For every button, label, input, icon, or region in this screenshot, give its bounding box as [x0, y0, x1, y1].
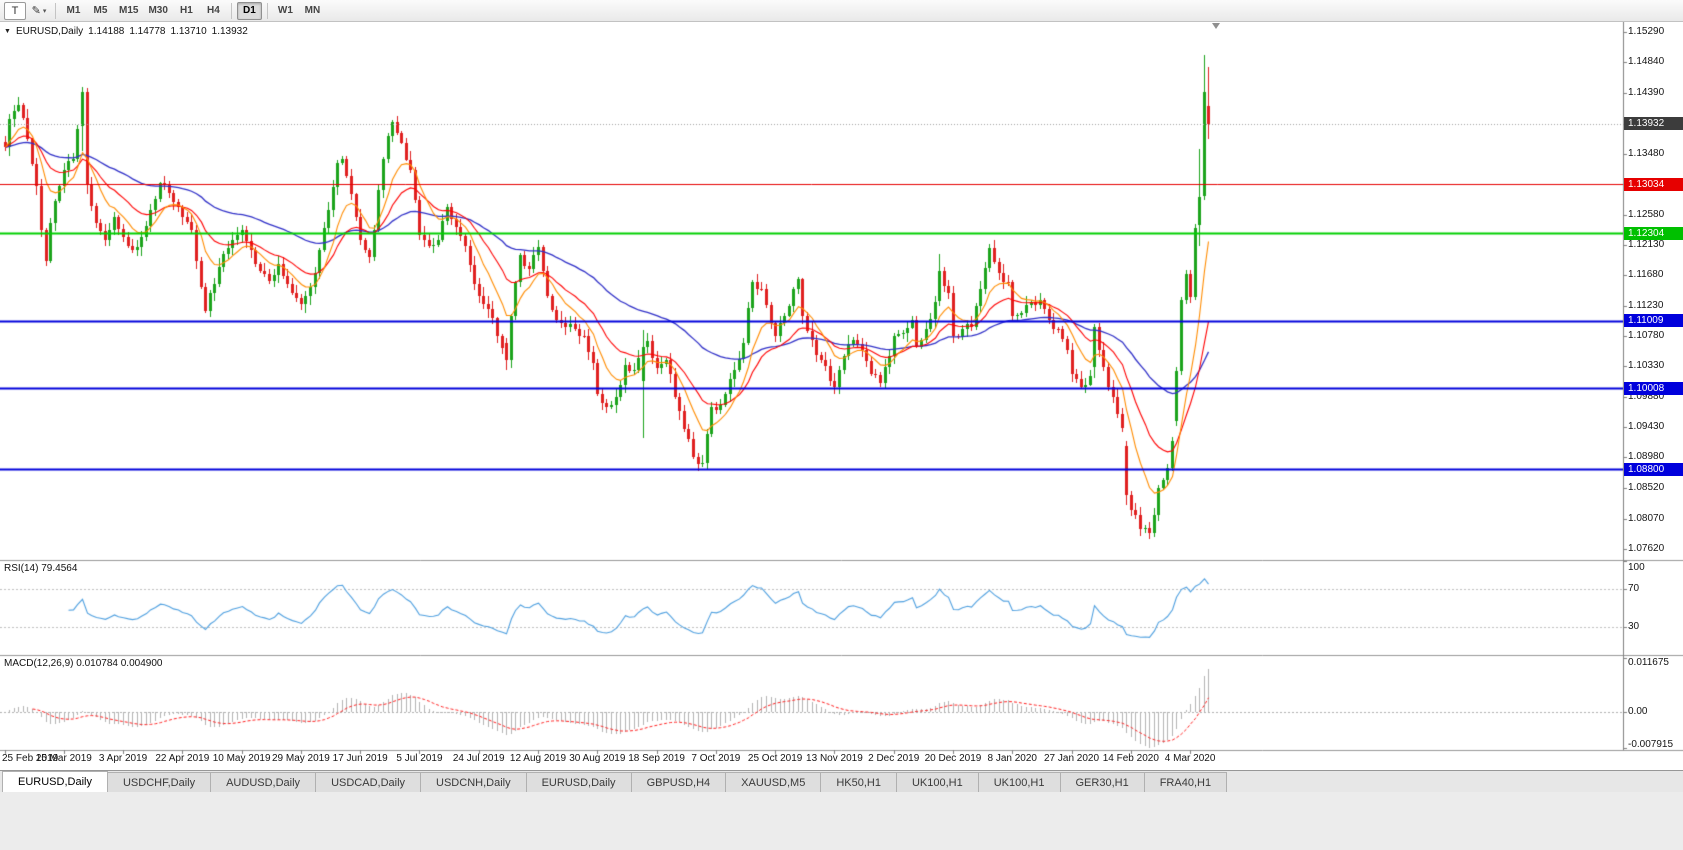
timeframe-button-w1[interactable]: W1: [277, 5, 293, 16]
chart-shift-marker-icon[interactable]: [1212, 23, 1220, 29]
text-tool-icon: T: [11, 4, 19, 17]
chart-tab-usdchf-daily[interactable]: USDCHF,Daily: [106, 772, 212, 792]
timeframe-button-h4[interactable]: H4: [207, 5, 220, 16]
toolbar-separator: [266, 2, 268, 19]
timeframe-button-m5[interactable]: M5: [93, 5, 108, 16]
top-toolbar: T ✎ ▾ M1 M5 M15 M30 H1 H4 D1 W1 MN: [0, 0, 1683, 22]
chart-tab-usdcnh-daily[interactable]: USDCNH,Daily: [420, 772, 527, 792]
timeframe-button-mn[interactable]: MN: [304, 5, 321, 16]
timeframe-button-h1[interactable]: H1: [180, 5, 193, 16]
chart-tab-gbpusd-h4[interactable]: GBPUSD,H4: [630, 772, 727, 792]
chart-tab-fra40-h1[interactable]: FRA40,H1: [1143, 772, 1228, 792]
timeframe-button-m30[interactable]: M30: [148, 5, 168, 16]
timeframe-button-m1[interactable]: M1: [66, 5, 81, 16]
chart-tab-xauusd-m5[interactable]: XAUUSD,M5: [725, 772, 822, 792]
chart-tab-ger30-h1[interactable]: GER30,H1: [1059, 772, 1145, 792]
chart-tab-audusd-daily[interactable]: AUDUSD,Daily: [210, 772, 317, 792]
timeframe-button-d1[interactable]: D1: [236, 1, 262, 20]
chart-tab-uk100-h1[interactable]: UK100,H1: [895, 772, 979, 792]
chart-tab-eurusd-daily[interactable]: EURUSD,Daily: [2, 771, 108, 792]
chart-canvas[interactable]: [0, 22, 1683, 770]
draw-tool-dropdown-icon: ▾: [42, 7, 47, 15]
draw-tool-button[interactable]: ✎ ▾: [28, 2, 50, 20]
symbol-dropdown-icon[interactable]: ▼: [4, 28, 11, 35]
toolbar-separator: [230, 2, 232, 19]
text-tool-button[interactable]: T: [4, 1, 26, 20]
toolbar-separator: [55, 2, 56, 19]
chart-tab-uk100-h1[interactable]: UK100,H1: [977, 772, 1061, 792]
draw-tool-icon: ✎: [31, 5, 41, 17]
chart-tab-hk50-h1[interactable]: HK50,H1: [820, 772, 897, 792]
chart-tab-usdcad-daily[interactable]: USDCAD,Daily: [315, 772, 422, 792]
chart-tab-eurusd-daily[interactable]: EURUSD,Daily: [525, 772, 632, 792]
timeframe-button-m15[interactable]: M15: [119, 5, 139, 16]
chart-tabs-bar: EURUSD,Daily USDCHF,Daily AUDUSD,Daily USDC…: [0, 770, 1683, 792]
